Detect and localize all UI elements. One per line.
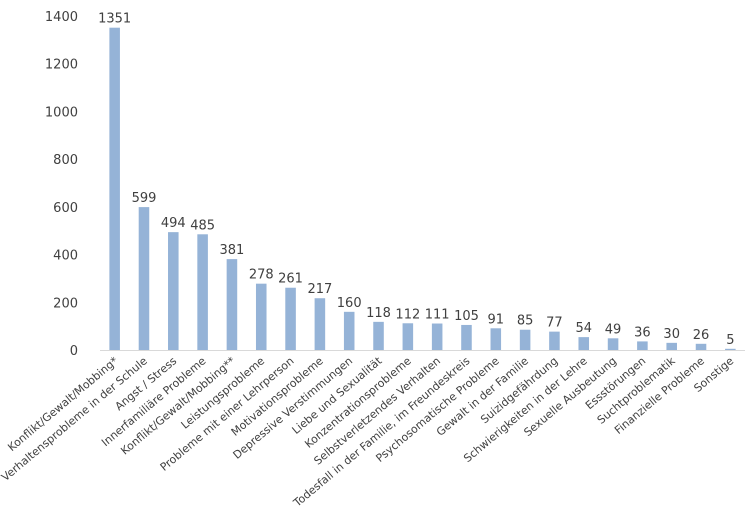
data-label: 494 xyxy=(161,216,186,231)
data-label: 599 xyxy=(132,191,157,206)
y-tick-label: 800 xyxy=(53,153,78,168)
bar xyxy=(490,328,502,350)
bar xyxy=(226,259,238,350)
y-tick-label: 600 xyxy=(53,201,78,216)
bar xyxy=(637,341,648,350)
bars xyxy=(109,27,736,350)
data-label: 77 xyxy=(546,316,563,331)
y-tick-label: 1000 xyxy=(45,105,78,120)
data-label: 30 xyxy=(663,327,680,342)
data-label: 217 xyxy=(307,282,332,297)
y-tick-label: 1200 xyxy=(45,58,78,73)
bar xyxy=(695,343,707,350)
bar xyxy=(519,329,531,350)
data-label: 26 xyxy=(693,328,710,343)
bar xyxy=(285,287,296,350)
bar xyxy=(607,338,619,350)
data-label: 5 xyxy=(726,333,734,348)
bar xyxy=(255,283,267,350)
data-label: 118 xyxy=(366,306,391,321)
data-label: 105 xyxy=(454,309,479,324)
x-axis: Konflikt/Gewalt/Mobbing*Verhaltensproble… xyxy=(0,350,745,510)
data-label: 278 xyxy=(249,268,274,283)
data-label: 160 xyxy=(337,296,362,311)
data-label: 112 xyxy=(395,307,420,322)
bar xyxy=(168,232,179,350)
bar xyxy=(197,234,208,350)
data-label: 261 xyxy=(278,272,303,287)
data-label: 36 xyxy=(634,325,651,340)
bar xyxy=(314,298,326,350)
bar xyxy=(373,321,384,350)
data-label: 85 xyxy=(517,314,534,329)
data-labels: 1351 599 494 485 381 278 261 217 160 118 112 111 105… xyxy=(98,12,734,348)
data-label: 54 xyxy=(575,321,592,336)
bar xyxy=(461,324,472,350)
data-label: 485 xyxy=(190,218,215,233)
y-tick-label: 200 xyxy=(53,296,78,311)
y-tick-label: 400 xyxy=(53,249,78,264)
data-label: 1351 xyxy=(98,12,131,27)
bar xyxy=(402,323,414,350)
bar xyxy=(725,348,736,350)
data-label: 49 xyxy=(605,322,622,337)
y-tick-label: 1400 xyxy=(45,10,78,25)
data-label: 111 xyxy=(425,308,450,323)
bar xyxy=(343,311,355,350)
bar xyxy=(138,207,150,350)
y-tick-label: 0 xyxy=(70,344,78,359)
bar xyxy=(431,323,443,350)
bar xyxy=(109,27,120,350)
y-axis: 0 200 400 600 800 1000 1200 1400 xyxy=(45,10,78,359)
data-label: 91 xyxy=(488,312,505,327)
bar xyxy=(549,331,560,350)
data-label: 381 xyxy=(220,243,245,258)
bar xyxy=(578,337,590,350)
bar xyxy=(666,342,677,350)
